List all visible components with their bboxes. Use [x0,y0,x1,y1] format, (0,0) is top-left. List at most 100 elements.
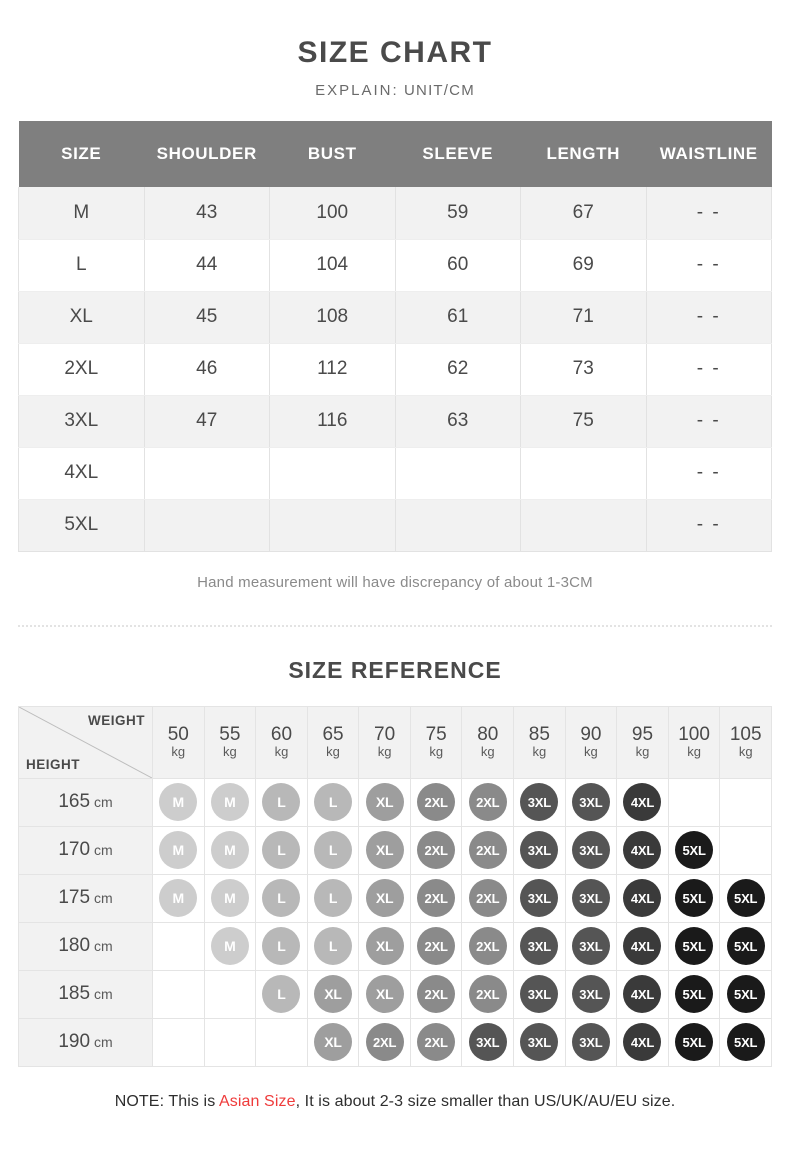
recommended-size-cell: M [152,777,205,827]
recommended-size-cell: L [255,873,308,923]
reference-row: 185 cm L XL XL 2XL 2XL 3XL 3XL 4XL 5XL 5XL [18,969,772,1019]
recommended-size-cell: 2XL [409,969,463,1019]
height-unit: cm [90,1034,113,1050]
table-row: 4XL - - [18,447,772,500]
size-badge: 3XL [520,879,559,917]
size-reference-body: 165 cm M M L L XL 2XL 2XL 3XL 3XL 4XL 170 cm M M L L XL 2… [18,777,772,1067]
recommended-size-cell: XL [306,969,360,1019]
weight-column-header: 85 kg [513,705,566,779]
weight-value: 65 [322,723,344,745]
recommended-size-cell: 3XL [513,1017,566,1067]
size-badge: XL [314,1023,353,1061]
recommended-size-cell: L [306,873,360,923]
size-badge: 3XL [571,831,610,869]
reference-row: 175 cm M M L L XL 2XL 2XL 3XL 3XL 4XL 5XL 5XL [18,873,772,923]
recommended-size-cell: M [152,873,205,923]
weight-value: 55 [219,723,241,745]
recommended-size-cell: 3XL [564,873,618,923]
empty-size-cell [203,969,257,1019]
weight-column-header: 90 kg [564,705,618,779]
size-badge: M [210,831,249,869]
size-badge: M [210,879,249,917]
size-badge: 2XL [468,783,507,821]
size-reference-title: SIZE REFERENCE [288,656,502,683]
cell-waistline: - - [646,239,772,292]
height-value: 170 [58,839,91,860]
size-badge: 2XL [468,879,507,917]
height-row-header: 190 cm [18,1017,153,1067]
size-chart-section: SIZE SHOULDER BUST SLEEVE LENGTH WAISTLINE M 4… [0,121,790,552]
recommended-size-cell: XL [358,921,411,971]
size-badge: 3XL [520,783,559,821]
weight-unit: kg [635,743,650,759]
cell-sleeve [395,447,521,500]
size-badge: 2XL [417,927,456,965]
note-prefix: NOTE: This is [114,1092,219,1110]
weight-column-header: 60 kg [255,705,308,779]
height-unit: cm [90,890,113,906]
weight-value: 80 [477,723,499,745]
height-value: 165 [58,791,91,812]
recommended-size-cell: 3XL [513,969,566,1019]
recommended-size-cell: 3XL [461,1017,515,1067]
cell-length: 69 [520,239,647,292]
table-header-row: SIZE SHOULDER BUST SLEEVE LENGTH WAISTLINE [18,121,772,187]
weight-axis-label: WEIGHT [88,712,145,728]
weight-value: 105 [729,723,762,745]
recommended-size-cell: L [255,825,308,875]
column-header-size: SIZE [18,121,144,187]
cell-sleeve [395,499,521,552]
size-badge: L [262,975,301,1013]
cell-length [520,447,647,500]
size-badge: 3XL [571,1023,610,1061]
size-chart-body: M 43 100 59 67- - L 44 104 60 69- - XL 45 108 61 71- -… [18,187,772,552]
size-badge: XL [365,831,404,869]
recommended-size-cell: 3XL [564,921,618,971]
cell-length: 75 [520,395,647,448]
cell-size: XL [18,291,145,344]
recommended-size-cell: 5XL [667,969,721,1019]
size-badge: 2XL [468,975,507,1013]
cell-shoulder: 45 [144,291,270,344]
recommended-size-cell: 5XL [667,921,721,971]
recommended-size-cell: L [255,777,308,827]
cell-size: 2XL [18,343,145,396]
cell-sleeve: 63 [395,395,521,448]
height-unit: cm [90,938,113,954]
weight-unit: kg [687,743,701,759]
recommended-size-cell: 5XL [667,825,721,875]
size-badge: M [210,927,249,965]
cell-bust: 112 [269,343,396,396]
recommended-size-cell: 3XL [513,777,566,827]
recommended-size-cell: 2XL [461,873,515,923]
size-badge: 3XL [571,927,610,965]
weight-unit: kg [274,743,289,759]
recommended-size-cell: XL [358,873,411,923]
reference-row: 190 cm XL 2XL 2XL 3XL 3XL 3XL 4XL 5XL 5XL [18,1017,772,1067]
cell-size: M [18,187,145,240]
column-header-sleeve: SLEEVE [395,121,521,187]
size-badge: L [262,831,301,869]
cell-bust [269,499,396,552]
empty-size-cell [152,969,205,1019]
recommended-size-cell: 3XL [564,969,618,1019]
weight-value: 85 [528,723,550,745]
size-badge: 3XL [520,1023,559,1061]
table-row: 3XL 47 116 63 75- - [18,395,772,448]
weight-unit: kg [532,743,547,759]
recommended-size-cell: M [203,777,257,827]
explain-label: EXPLAIN: [315,82,399,99]
size-badge: 3XL [520,831,559,869]
recommended-size-cell: 2XL [409,873,463,923]
size-badge: 5XL [675,879,714,917]
recommended-size-cell: M [203,921,257,971]
cell-shoulder [144,447,270,500]
cell-length: 73 [520,343,647,396]
recommended-size-cell: XL [358,825,411,875]
recommended-size-cell: L [255,921,308,971]
note-highlight: Asian Size [218,1092,296,1110]
recommended-size-cell: 4XL [616,825,669,875]
diagonal-divider-icon [19,707,152,777]
size-badge: 2XL [468,927,507,965]
empty-size-cell [255,1017,308,1067]
